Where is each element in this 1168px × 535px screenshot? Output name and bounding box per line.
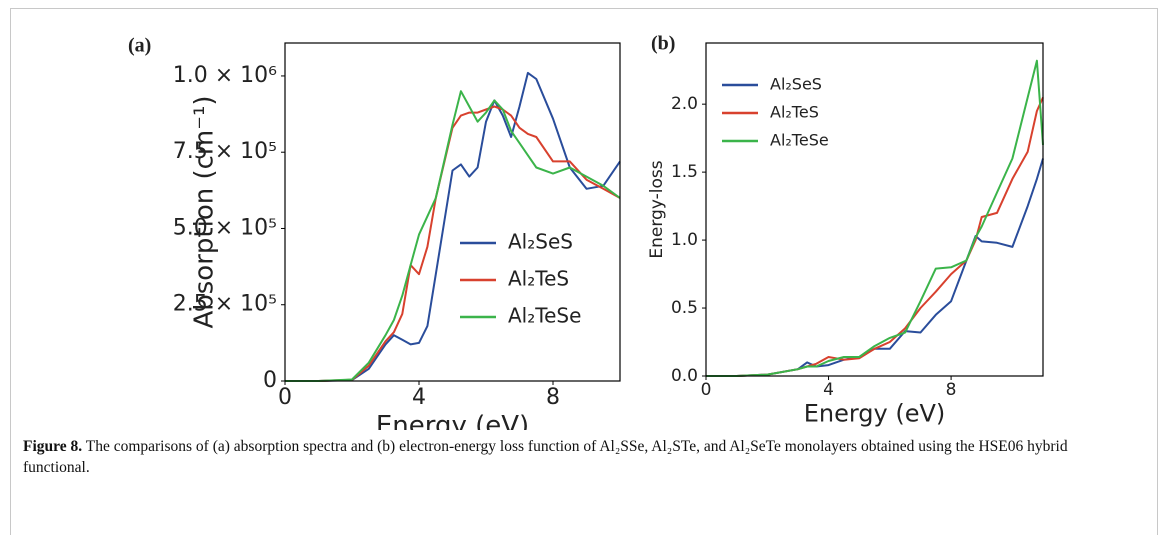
x-tick-label: 8 [546, 385, 560, 410]
x-tick-label: 4 [823, 380, 834, 400]
plot-area [285, 43, 620, 381]
x-tick-label: 0 [278, 385, 292, 410]
x-tick-label: 8 [946, 380, 957, 400]
caption-text: The comparisons of (a) absorption spectr… [23, 438, 1068, 476]
y-tick-label: 7.5 × 10⁵ [173, 139, 277, 164]
legend-label: Al₂TeS [770, 103, 819, 122]
y-tick-label: 0 [263, 368, 277, 393]
legend-label: Al₂TeSe [770, 131, 829, 150]
y-tick-label: 0.5 [671, 298, 698, 318]
x-tick-label: 0 [701, 380, 712, 400]
y-tick-label: 0.0 [671, 366, 698, 386]
x-axis-label: Energy (eV) [376, 411, 529, 430]
panel-label: (b) [651, 33, 675, 55]
series-line [706, 59, 1044, 377]
legend-label: Al₂TeSe [508, 304, 581, 328]
series-line [285, 71, 621, 382]
legend-label: Al₂SeS [770, 75, 822, 94]
x-tick-label: 4 [412, 385, 426, 410]
y-tick-label: 1.0 [671, 230, 698, 250]
y-tick-label: 5.0 × 10⁵ [173, 215, 277, 240]
legend-label: Al₂SeS [508, 230, 573, 254]
y-axis-label: Energy-loss [647, 160, 667, 258]
series-line [285, 90, 621, 382]
y-axis-label: Absorption (cm⁻¹) [190, 95, 220, 328]
caption: Figure 8. The comparisons of (a) absorpt… [23, 436, 1133, 478]
figure: (a) 0 4 8 0 2.5 × 10⁵ 5.0 × 10⁵ 7.5 × 10⁵ 1.0 × … [128, 33, 1044, 430]
y-tick-label: 2.5 × 10⁵ [173, 292, 277, 317]
y-tick-label: 2.0 [671, 94, 698, 114]
y-tick-label: 1.5 [671, 162, 698, 182]
x-axis-label: Energy (eV) [804, 400, 946, 428]
axes-frame [705, 42, 1044, 377]
series-line [285, 105, 621, 382]
plot-area [706, 43, 1043, 376]
figure-frame [10, 8, 1158, 535]
legend-label: Al₂TeS [508, 267, 569, 291]
panel-label: (a) [128, 35, 151, 57]
y-tick-label: 1.0 × 10⁶ [173, 63, 277, 88]
caption-label: Figure 8. [23, 438, 83, 455]
axes-frame [284, 42, 621, 382]
